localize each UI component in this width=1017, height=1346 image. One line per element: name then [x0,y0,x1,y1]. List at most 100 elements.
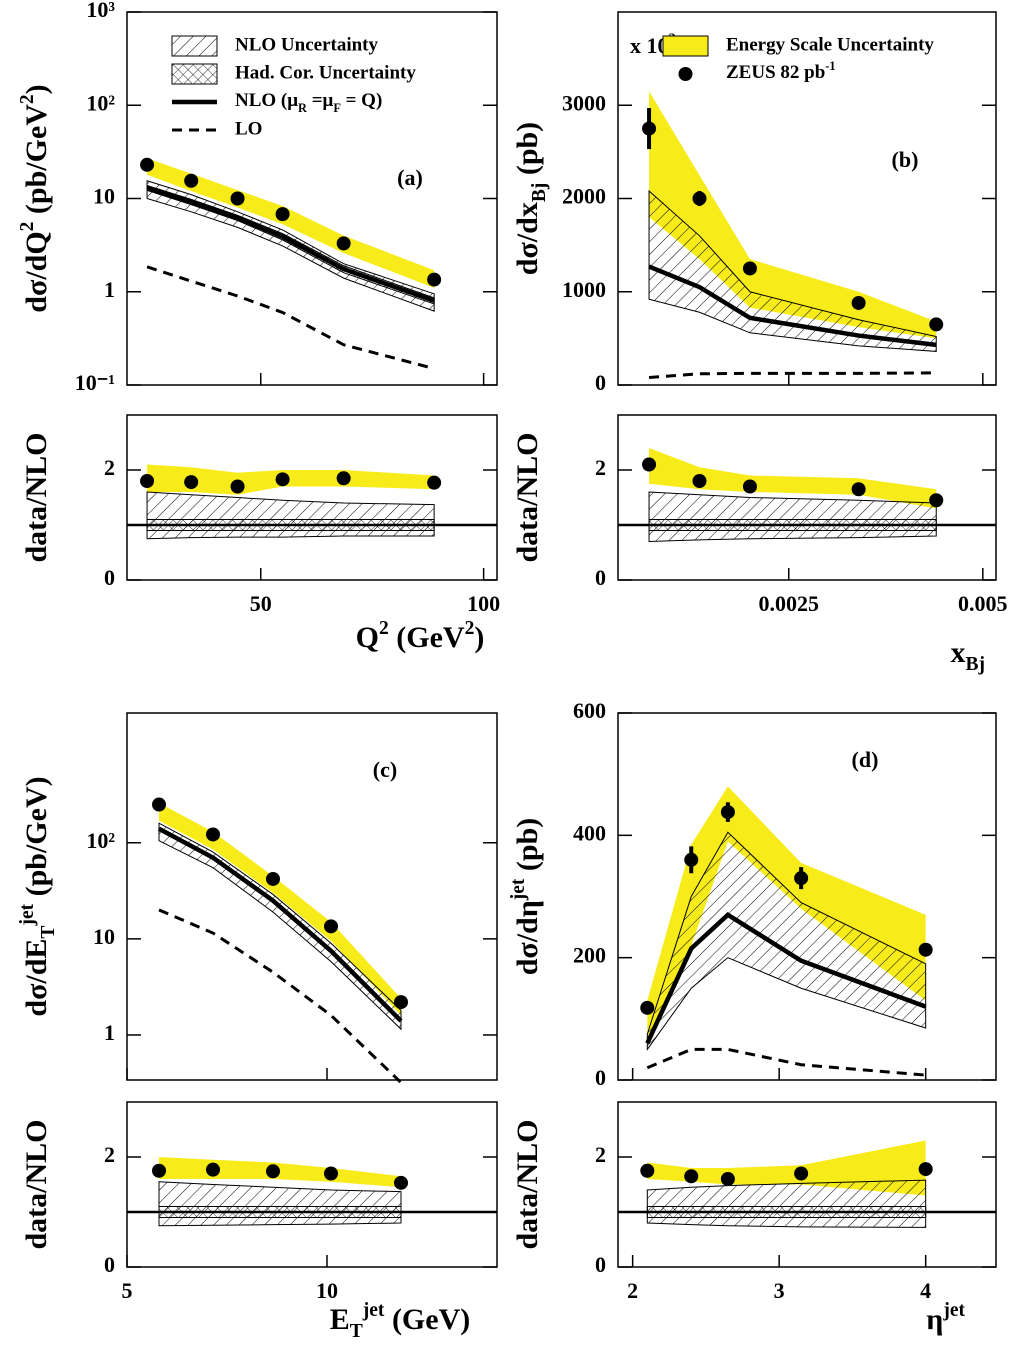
y-tick-label: 1 [104,277,115,302]
x-tick-label: 5 [122,1278,133,1303]
data-point [640,1000,655,1015]
text-part: dσ/dE [20,939,53,1017]
y-tick-label: 10² [86,90,115,115]
y-tick-label: 0 [595,565,606,590]
x-axis-title: Q2 (GeV2) [356,618,485,654]
data-point [230,191,245,206]
y-axis-title: data/NLO [20,1119,53,1249]
plot-frame [617,414,997,581]
x-axis-title: ηjet [926,1300,965,1336]
plot-frame [617,712,997,1081]
y-tick-label: 2 [104,1142,115,1167]
data-point [152,1163,166,1178]
y-tick-label: 10³ [86,0,115,22]
data-point [427,272,442,287]
data-point [684,1169,699,1184]
text-part: -1 [825,59,835,73]
data-point [851,482,866,497]
data-point [929,317,944,332]
x-axis-title: ETjet (GeV) [330,1300,470,1342]
data-point [929,493,944,508]
data-point [720,805,735,820]
x-tick-label: 3 [774,1278,785,1303]
text-part: 2 [17,94,38,104]
data-point [684,852,699,867]
data-point [427,475,442,490]
panel [618,448,996,543]
panel-label: (a) [397,165,423,190]
nlo-line [648,264,937,348]
y-tick-label: 600 [573,698,606,723]
y-axis-title: dσ/dETjet (pb/GeV) [17,776,59,1016]
legend-label: NLO (μR =μF = Q) [235,90,382,114]
panel-label: (d) [852,747,879,772]
y-axis-title: dσ/dηjet (pb) [508,818,544,976]
text-part: (GeV) [384,1303,470,1336]
data-point [230,479,245,494]
panel [642,91,944,380]
data-point [794,871,809,886]
data-point [140,474,155,488]
data-point [394,995,408,1010]
y-tick-label: 1000 [562,277,606,302]
data-point [184,475,199,490]
plot-frame [126,712,498,1081]
hatch-band [648,189,937,352]
data-point [642,457,657,472]
text-part: jet [508,878,529,901]
data-point [394,1175,408,1190]
uncertainty-band [147,464,435,495]
lo-line [646,1047,926,1077]
data-point [324,1166,338,1181]
text-part: ) [474,621,484,654]
plot-frame [126,414,498,581]
text-part: E [330,1303,350,1336]
text-part: (pb/GeV [20,104,53,222]
legend-symbol [171,63,218,85]
lo-line [158,908,403,1084]
y-tick-label: 200 [573,943,606,968]
text-part: ZEUS 82 pb [726,62,825,83]
data-point [794,1166,809,1181]
y-tick-label: 10⁻¹ [75,370,115,395]
data-point [918,942,933,957]
data-point [336,471,351,486]
data-point [720,1172,735,1186]
data-point [152,797,166,812]
hatch-band [158,1181,402,1227]
x-tick-label: 2 [627,1278,638,1303]
x-tick-label: 50 [250,591,272,616]
text-part: Bj [529,183,550,203]
text-part: R [298,101,308,115]
hatch-band [646,1179,927,1228]
data-point [692,474,707,488]
plot-frame [617,1101,997,1268]
y-axis-title: data/NLO [20,432,53,562]
y-axis-title: data/NLO [511,432,544,562]
y-tick-label: 10 [93,184,115,209]
data-point [266,871,280,886]
x-tick-label: 10 [316,1278,338,1303]
panel [127,464,497,540]
text-part: dσ/dQ [20,231,53,312]
data-point [851,295,866,310]
data-point [642,121,657,136]
y-tick-label: 400 [573,820,606,845]
data-point [640,1163,655,1178]
text-part: =μ [307,90,334,111]
text-part: F [333,101,341,115]
x-tick-label: 0.0025 [759,591,820,616]
data-point [206,1162,220,1177]
text-part: jet [17,903,38,926]
text-part: x [951,636,966,669]
text-part: T [38,926,59,939]
legend-label: Had. Cor. Uncertainty [235,62,416,83]
y-tick-label: 0 [595,1065,606,1090]
data-point [206,827,220,842]
text-part: 2 [465,618,475,639]
text-part: Q [356,621,379,654]
y-tick-label: 0 [595,370,606,395]
y-tick-label: 0 [595,1252,606,1277]
data-point [275,472,290,487]
